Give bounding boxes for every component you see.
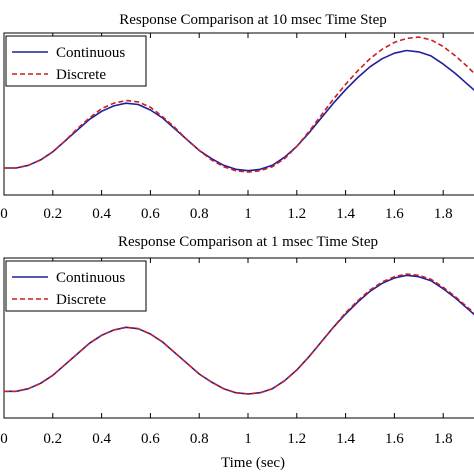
x-tick-label-bottom-1: 0.2 xyxy=(43,431,62,447)
x-tick-label-top-8: 1.6 xyxy=(385,206,404,222)
x-tick-label-top-7: 1.4 xyxy=(336,206,355,222)
x-ticks-top xyxy=(3,33,444,195)
series-line-continuous-top xyxy=(4,49,474,172)
legend-box-bottom xyxy=(5,260,147,312)
legend-box-top xyxy=(5,35,147,87)
x-tick-label-bottom-0: 0 xyxy=(0,431,8,447)
chart-title-bottom: Response Comparison at 1 msec Time Step xyxy=(118,234,378,250)
x-tick-label-top-5: 1 xyxy=(244,206,252,222)
x-tick-label-top-3: 0.6 xyxy=(141,206,160,222)
chart-panel-top: Response Comparison at 10 msec Time Step… xyxy=(0,12,474,222)
x-tick-label-top-4: 0.8 xyxy=(190,206,209,222)
legend-label-discrete-top: Discrete xyxy=(56,67,106,83)
plot-area-bottom xyxy=(3,257,474,419)
x-tick-label-top-0: 0 xyxy=(0,206,8,222)
series-group-bottom xyxy=(4,273,474,395)
series-line-discrete-bottom xyxy=(4,273,474,395)
x-ticks-bottom xyxy=(3,258,444,418)
x-tick-label-bottom-8: 1.6 xyxy=(385,431,404,447)
legend-label-continuous-top: Continuous xyxy=(56,45,125,61)
series-line-continuous-bottom xyxy=(4,274,474,395)
chart-panel-bottom: Response Comparison at 1 msec Time Step … xyxy=(0,234,474,471)
legend-label-discrete-bottom: Discrete xyxy=(56,292,106,308)
x-tick-labels-top: 0 0.2 0.4 0.6 0.8 1 1.2 1.4 1.6 1.8 xyxy=(0,206,452,222)
x-tick-label-top-6: 1.2 xyxy=(287,206,306,222)
x-tick-label-top-1: 0.2 xyxy=(43,206,62,222)
x-tick-label-bottom-2: 0.4 xyxy=(92,431,111,447)
x-tick-label-bottom-5: 1 xyxy=(244,431,252,447)
x-tick-label-top-9: 1.8 xyxy=(434,206,453,222)
x-tick-label-bottom-3: 0.6 xyxy=(141,431,160,447)
x-tick-label-bottom-4: 0.8 xyxy=(190,431,209,447)
series-group-top xyxy=(4,36,474,173)
x-tick-labels-bottom: 0 0.2 0.4 0.6 0.8 1 1.2 1.4 1.6 1.8 xyxy=(0,431,452,447)
plot-area-top xyxy=(3,32,474,196)
legend-label-continuous-bottom: Continuous xyxy=(56,270,125,286)
x-tick-label-bottom-9: 1.8 xyxy=(434,431,453,447)
x-axis-label-bottom: Time (sec) xyxy=(221,455,285,471)
x-tick-label-bottom-7: 1.4 xyxy=(336,431,355,447)
x-tick-label-bottom-6: 1.2 xyxy=(287,431,306,447)
chart-title-top: Response Comparison at 10 msec Time Step xyxy=(119,12,387,28)
legend-bottom: Continuous Discrete xyxy=(5,260,147,312)
legend-top: Continuous Discrete xyxy=(5,35,147,87)
series-line-discrete-top xyxy=(4,36,474,173)
x-tick-label-top-2: 0.4 xyxy=(92,206,111,222)
